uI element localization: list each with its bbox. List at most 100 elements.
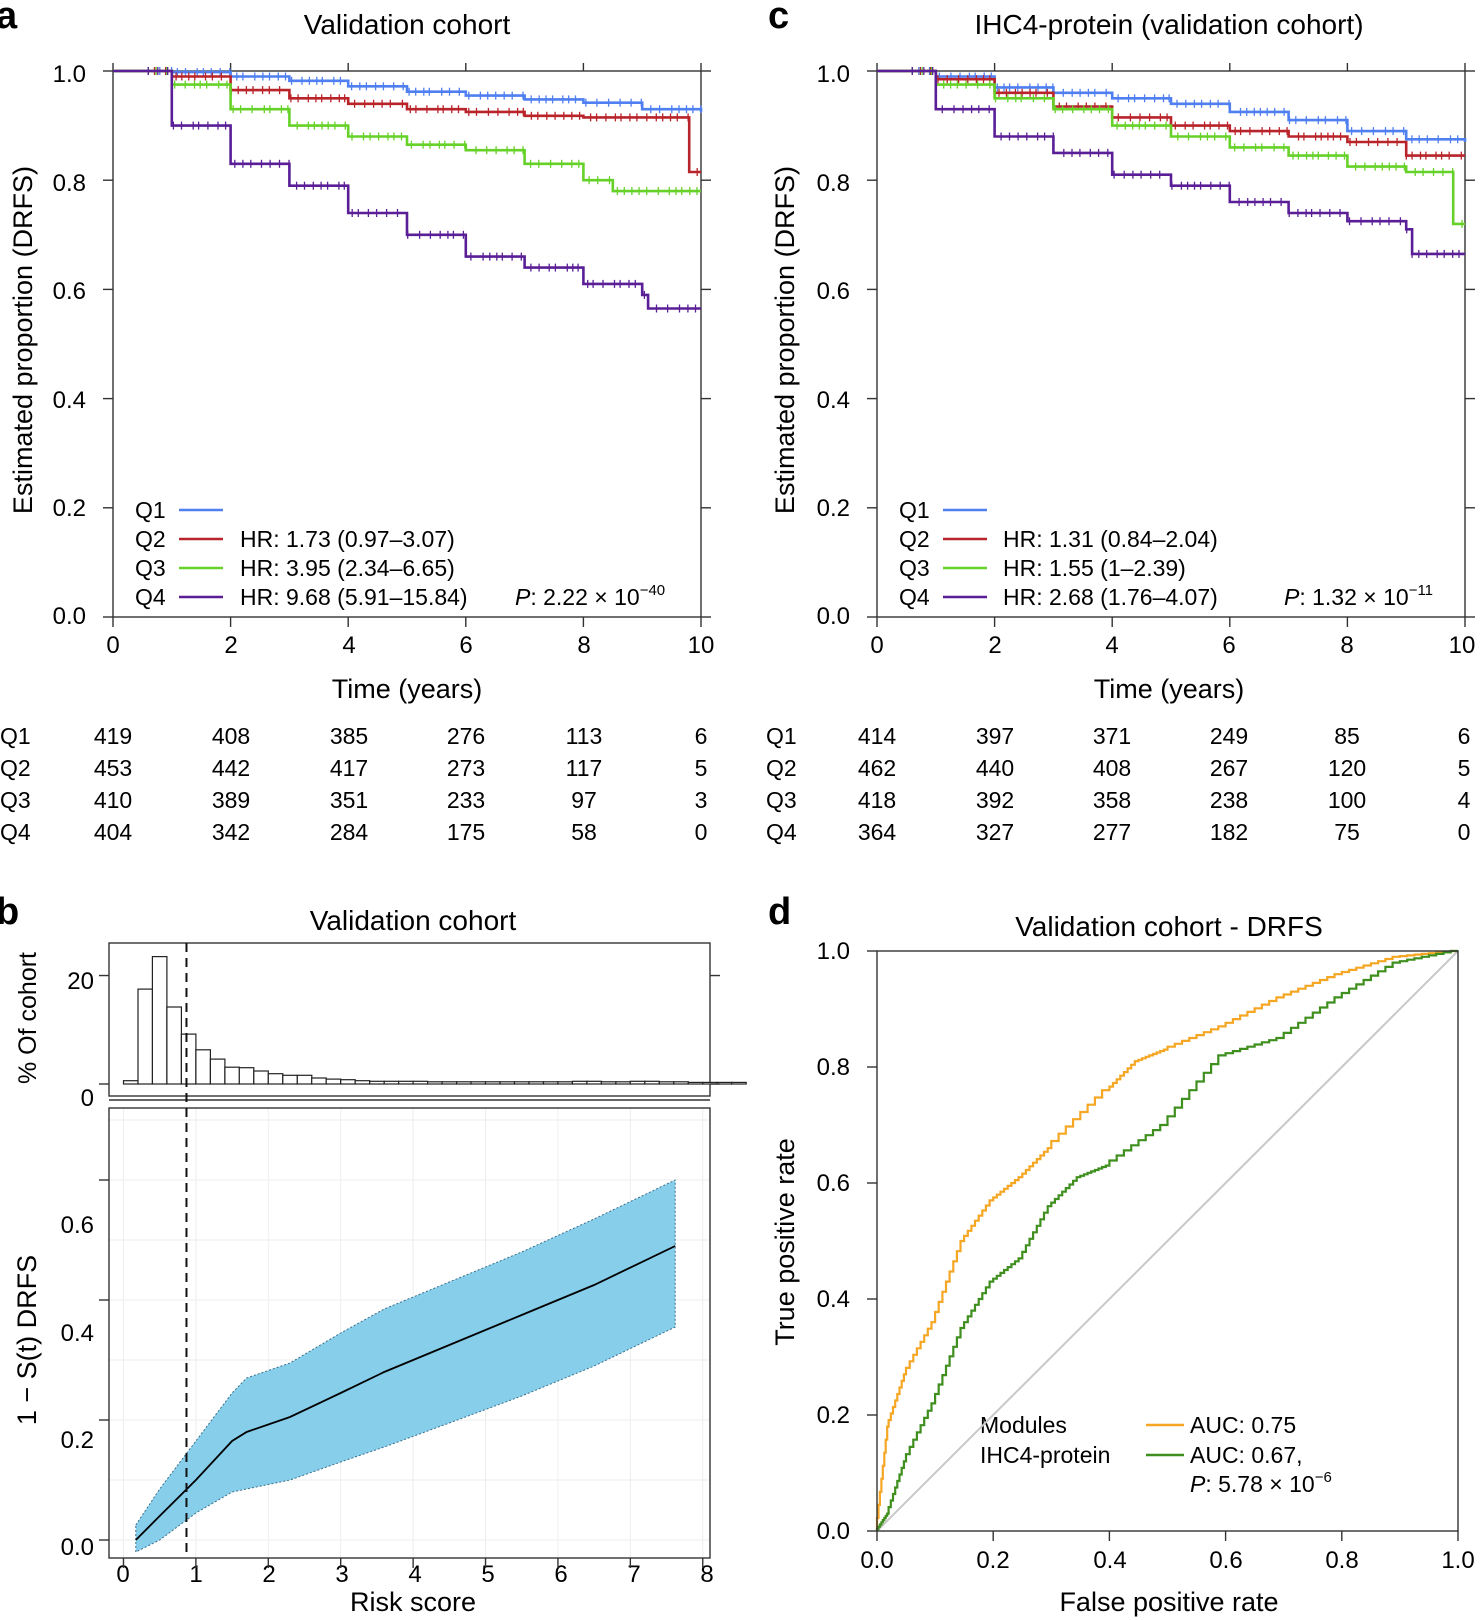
histogram-bar (456, 1081, 472, 1085)
panel-d-x-ticks: 0.0 0.2 0.4 0.6 0.8 1.0 (860, 1547, 1474, 1574)
panel-c-ylabel: Estimated proportion (DRFS) (770, 166, 800, 514)
legend-hr-q2: HR: 1.31 (0.84–2.04) (1003, 526, 1218, 552)
risk-cell: 5 (695, 755, 708, 781)
panel-c-xlabel: Time (years) (1094, 674, 1245, 704)
panel-d-ylabel: True positive rate (770, 1138, 800, 1346)
y-tick-label: 0.4 (53, 387, 86, 414)
censor-marks-q1 (911, 67, 1459, 144)
histogram-bar (122, 1080, 139, 1085)
histogram-bar (557, 1081, 574, 1085)
risk-cell: 440 (976, 755, 1014, 781)
legend-hr-q3: HR: 3.95 (2.34–6.65) (240, 555, 455, 581)
histogram-bar (571, 1080, 588, 1085)
legend-hr-q3: HR: 1.55 (1–2.39) (1003, 555, 1186, 581)
risk-cell: 277 (1093, 819, 1131, 845)
legend-label-modules: Modules (980, 1412, 1067, 1438)
histogram-bar (224, 1066, 240, 1085)
risk-row-label: Q1 (0, 723, 31, 749)
risk-cell: 4 (1458, 787, 1471, 813)
risk-cell: 182 (1210, 819, 1248, 845)
panel-d-p-value: P: 5.78 × 10−6 (1190, 1469, 1332, 1497)
y-tick-label: 0.2 (817, 1402, 850, 1429)
risk-cell: 5 (1458, 755, 1471, 781)
risk-cell: 117 (566, 755, 603, 781)
x-tick-label: 0.6 (1209, 1547, 1242, 1574)
histogram-bar (383, 1080, 400, 1085)
risk-cell: 284 (330, 819, 369, 845)
y-tick-label: 1.0 (53, 61, 86, 88)
y-tick-label: 0.2 (53, 495, 86, 522)
roc-diagonal (876, 950, 1459, 1532)
panel-b-xlabel: Risk score (350, 1587, 476, 1617)
histogram-bar (267, 1073, 284, 1085)
roc-curve-ihc4 (875, 949, 1458, 1531)
risk-cell: 175 (447, 819, 485, 845)
histogram-bar (470, 1081, 487, 1085)
histogram-bar (600, 1081, 617, 1085)
histogram-bar (238, 1067, 255, 1085)
histogram-bar (528, 1081, 545, 1085)
risk-cell: 6 (695, 723, 708, 749)
risk-cell: 408 (212, 723, 250, 749)
histogram-bar (629, 1080, 646, 1085)
x-tick-label: 10 (688, 632, 715, 659)
risk-row-label: Q3 (0, 787, 31, 813)
risk-row-label: Q4 (766, 819, 797, 845)
y-tick-label: 0.0 (817, 1518, 850, 1545)
histogram-bar (325, 1078, 342, 1085)
risk-row-label: Q3 (766, 787, 797, 813)
histogram-bar (441, 1081, 458, 1085)
km-curve-q3 (113, 69, 701, 193)
histogram-bar (542, 1081, 559, 1085)
panel-c-p-value: P: 1.32 × 10−11 (1284, 582, 1433, 610)
x-tick-label: 8 (700, 1561, 713, 1588)
legend-label-q4: Q4 (135, 584, 166, 610)
risk-cell: 0 (1458, 819, 1471, 845)
x-tick-label: 0.0 (860, 1547, 893, 1574)
histogram-bar (731, 1081, 747, 1085)
y-tick-label: 0.0 (61, 1534, 94, 1561)
panel-b-hist-ylabel: % Of cohort (14, 952, 42, 1084)
y-tick-label: 0.4 (61, 1320, 94, 1347)
histogram-bar (427, 1081, 443, 1085)
x-tick-label: 0 (870, 632, 883, 659)
legend-label-q1: Q1 (899, 497, 930, 523)
risk-cell: 371 (1093, 723, 1131, 749)
risk-cell: 120 (1328, 755, 1366, 781)
panel-d-xlabel: False positive rate (1059, 1587, 1278, 1617)
y-tick-label: 0 (81, 1085, 94, 1112)
x-tick-label: 10 (1449, 632, 1476, 659)
risk-cell: 385 (330, 723, 368, 749)
risk-cell: 408 (1093, 755, 1131, 781)
risk-cell: 442 (212, 755, 250, 781)
legend-hr-q4: HR: 9.68 (5.91–15.84) (240, 584, 468, 610)
y-tick-label: 1.0 (817, 938, 850, 965)
risk-cell: 238 (1210, 787, 1248, 813)
histogram-bar (658, 1081, 675, 1085)
legend-label-q1: Q1 (135, 497, 166, 523)
x-tick-label: 0 (116, 1561, 129, 1588)
x-tick-label: 4 (342, 632, 355, 659)
risk-cell: 6 (1458, 723, 1471, 749)
legend-label-q3: Q3 (135, 555, 166, 581)
legend-label-q2: Q2 (135, 526, 166, 552)
y-tick-label: 0.6 (817, 278, 850, 305)
legend-label-q2: Q2 (899, 526, 930, 552)
x-tick-label: 0.8 (1325, 1547, 1358, 1574)
histogram-bar (166, 1006, 182, 1085)
panel-label-d: d (768, 891, 791, 933)
panel-b-ylabel: 1 − S(t) DRFS (12, 1255, 42, 1425)
y-tick-label: 0.0 (53, 603, 86, 630)
panel-a-p-value: P: 2.22 × 10−40 (515, 582, 665, 610)
y-tick-label: 0.6 (53, 278, 86, 305)
y-tick-label: 0.6 (61, 1212, 94, 1239)
panel-c-legend: Q1 Q2 Q3 Q4 HR: 1.31 (0.84–2.04) HR: 1.5… (899, 497, 1433, 610)
legend-label-ihc4: IHC4-protein (980, 1442, 1110, 1468)
risk-cell: 100 (1328, 787, 1366, 813)
x-tick-label: 0 (106, 632, 119, 659)
risk-cell: 97 (571, 787, 597, 813)
risk-curve (135, 1245, 676, 1541)
histogram-bar (586, 1080, 603, 1085)
censor-marks-q4 (911, 67, 1460, 258)
